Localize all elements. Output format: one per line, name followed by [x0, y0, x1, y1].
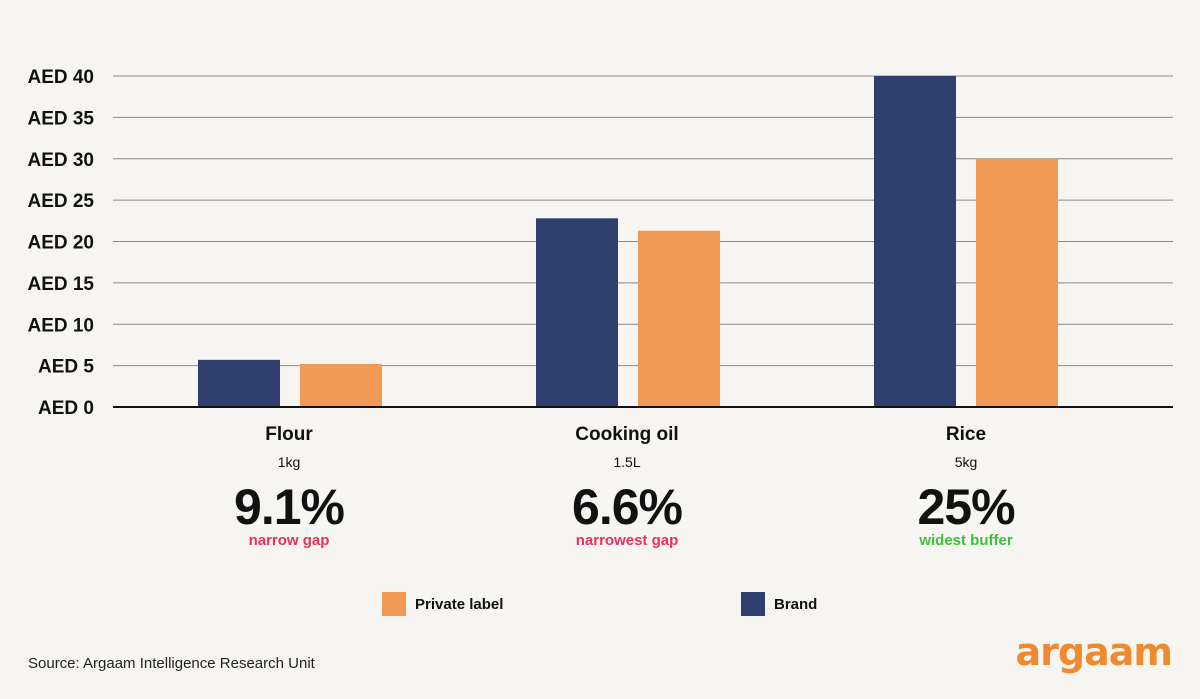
- category-unit: 1.5L: [613, 454, 641, 470]
- bar-brand-flour: [198, 359, 280, 407]
- y-tick-label: AED 25: [27, 191, 94, 212]
- category-name: Cooking oil: [575, 424, 679, 445]
- gap-percentage: 6.6%: [572, 479, 683, 535]
- y-tick-label: AED 40: [27, 67, 94, 88]
- category-unit: 5kg: [954, 454, 978, 470]
- gap-note: narrowest gap: [575, 532, 679, 549]
- legend-label: Brand: [774, 595, 818, 613]
- y-tick-label: AED 20: [27, 233, 94, 254]
- y-tick-label: AED 15: [27, 274, 94, 295]
- y-tick-label: AED 5: [38, 357, 94, 378]
- source-note: Source: Argaam Intelligence Research Uni…: [28, 655, 315, 672]
- legend-swatch-brand: [741, 592, 765, 616]
- legend-item-private-label: Private label: [382, 592, 503, 616]
- bar-brand-cooking-oil: [536, 218, 618, 407]
- bar-private-label-flour: [300, 363, 382, 407]
- category-label-cooking-oil: Cooking oil 1.5L 6.6% narrowest gap: [497, 424, 757, 549]
- legend-swatch-private-label: [382, 592, 406, 616]
- gap-note: widest buffer: [919, 532, 1013, 549]
- legend-item-brand: Brand: [741, 592, 817, 616]
- category-label-rice: Rice 5kg 25% widest buffer: [836, 424, 1096, 549]
- category-name: Rice: [945, 424, 987, 445]
- y-tick-label: AED 0: [38, 398, 94, 419]
- y-tick-label: AED 10: [27, 315, 94, 336]
- argaam-logo: argaam: [1015, 630, 1173, 674]
- gap-percentage: 9.1%: [234, 479, 345, 535]
- gap-percentage: 25%: [917, 479, 1015, 535]
- bar-brand-rice: [874, 76, 956, 407]
- bar-private-label-cooking-oil: [638, 230, 720, 407]
- category-name: Flour: [265, 424, 313, 445]
- gap-note: narrow gap: [248, 532, 330, 549]
- category-label-flour: Flour 1kg 9.1% narrow gap: [159, 424, 419, 549]
- y-tick-label: AED 30: [27, 150, 94, 171]
- bar-private-label-rice: [976, 158, 1058, 407]
- legend-label: Private label: [415, 595, 504, 613]
- y-tick-label: AED 35: [27, 108, 94, 129]
- category-unit: 1kg: [277, 454, 301, 470]
